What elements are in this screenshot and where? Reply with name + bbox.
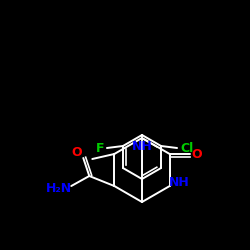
Text: Cl: Cl [180,142,194,156]
Text: F: F [96,142,104,156]
Text: H₂N: H₂N [46,182,72,194]
Text: O: O [192,148,202,160]
Text: O: O [71,146,82,160]
Text: NH: NH [169,176,190,188]
Text: NH: NH [132,140,152,153]
